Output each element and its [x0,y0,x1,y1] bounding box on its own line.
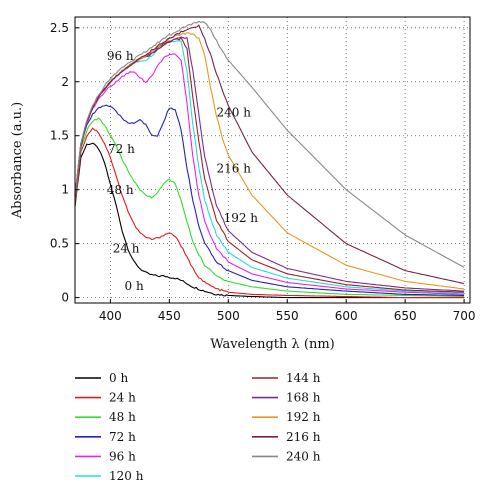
curve-label: 0 h [125,279,144,293]
curve-label: 72 h [108,142,135,156]
axis-ticks: 400 450 500 550 600 650 700 0 0.5 1 1.5 2 2.5 [50,21,476,323]
curve-label: 240 h [216,105,251,119]
legend-label: 240 h [286,449,321,463]
series-line-48h [74,117,465,298]
series-line-24h [74,127,465,299]
curve-annotations: 0 h 24 h 48 h 72 h 96 h 240 h 216 h 192 h [107,49,258,293]
curve-label: 24 h [113,241,140,255]
x-tick-label: 400 [99,309,122,323]
x-tick-label: 500 [217,309,240,323]
y-axis-label: Absorbance (a.u.) [10,102,25,220]
series-lines [74,20,465,299]
series-line-240h [74,20,465,268]
curve-label: 96 h [107,49,134,63]
legend-label: 24 h [109,391,136,405]
series-line-120h [74,40,465,294]
series-line-192h [74,32,465,290]
y-tick-label: 2.5 [50,21,69,35]
x-tick-label: 550 [276,309,299,323]
series-line-216h [74,24,465,285]
y-tick-label: 1 [61,183,69,197]
x-tick-label: 650 [394,309,417,323]
x-tick-label: 600 [335,309,358,323]
y-tick-label: 0.5 [50,237,69,251]
series-line-0h [74,142,465,299]
series-line-72h [74,104,465,296]
legend-label: 168 h [286,391,321,405]
curve-label: 216 h [216,161,251,175]
legend-label: 0 h [109,371,128,385]
curve-label: 192 h [224,211,259,225]
plot-frame [74,16,471,304]
y-tick-label: 2 [61,75,69,89]
legend-label: 192 h [286,410,321,424]
x-tick-label: 700 [453,309,476,323]
series-line-96h [74,53,465,295]
legend-label: 48 h [109,410,136,424]
legend-label: 96 h [109,449,136,463]
y-tick-label: 0 [61,291,69,305]
legend-label: 72 h [109,430,136,444]
legend-label: 144 h [286,371,321,385]
legend-label: 216 h [286,430,321,444]
legend-label: 120 h [109,469,144,483]
x-axis-label: Wavelength λ (nm) [210,337,335,352]
legend: 0 h 24 h 48 h 72 h 96 h 120 h 144 h 168 h 192 h 2… [75,371,321,483]
curve-label: 48 h [107,183,134,197]
x-tick-label: 450 [158,309,181,323]
y-tick-label: 1.5 [50,129,69,143]
